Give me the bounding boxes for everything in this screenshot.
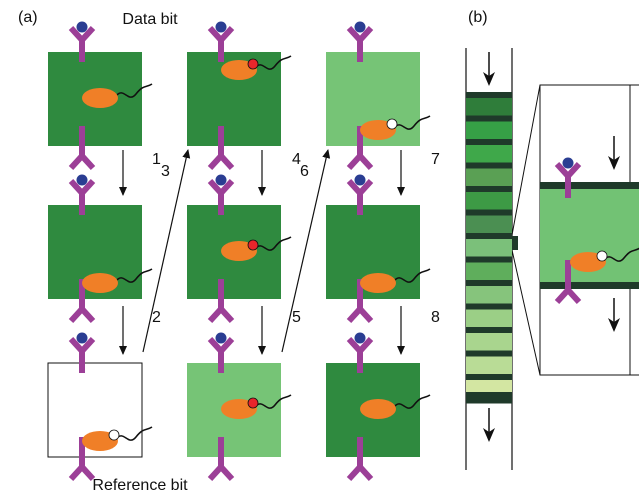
tail <box>603 247 639 262</box>
bottom-label: Reference bit <box>92 477 188 494</box>
step-label: 8 <box>431 309 440 326</box>
label-dot <box>247 58 259 70</box>
stripe <box>466 145 512 163</box>
step-label: 3 <box>161 163 170 180</box>
probe <box>82 273 118 293</box>
label-dot <box>386 118 398 130</box>
label-dot <box>247 239 259 251</box>
step-label: 4 <box>292 151 301 168</box>
receptor <box>68 304 96 324</box>
cell <box>47 362 143 458</box>
panel-b <box>465 48 639 470</box>
tail <box>115 426 153 441</box>
stripe-sep <box>466 280 512 286</box>
stripe-sep <box>466 186 512 192</box>
ligand <box>215 174 227 186</box>
stripe <box>466 356 512 374</box>
step-label: 6 <box>300 163 309 180</box>
stripe-sep <box>466 115 512 122</box>
probe <box>82 88 118 108</box>
ligand <box>76 174 88 186</box>
step-label: 5 <box>292 309 301 326</box>
ligand <box>562 157 574 169</box>
stripe-sep <box>466 233 512 239</box>
stripe <box>466 98 512 116</box>
tail <box>254 236 292 251</box>
ligand <box>215 21 227 33</box>
stripe-sep <box>466 350 512 357</box>
probe <box>360 399 396 419</box>
stripe-sep <box>466 303 512 310</box>
receptor <box>207 304 235 324</box>
ligand <box>215 332 227 344</box>
ligand <box>354 332 366 344</box>
stripe <box>466 239 512 257</box>
stripe <box>466 286 512 304</box>
step-label: 2 <box>152 309 161 326</box>
arrows <box>119 149 405 355</box>
top-label: Data bit <box>122 11 178 28</box>
stripe <box>466 215 512 233</box>
receptor <box>554 285 582 305</box>
stripe <box>466 309 512 327</box>
step-label: 7 <box>431 151 440 168</box>
stripe <box>466 333 512 351</box>
ligand <box>76 21 88 33</box>
panel-a <box>47 21 431 482</box>
stripe-sep <box>466 92 512 98</box>
receptor <box>68 151 96 171</box>
stripe-sep <box>466 327 512 333</box>
tail <box>393 268 431 283</box>
ligand <box>76 332 88 344</box>
receptor <box>346 151 374 171</box>
receptor <box>68 462 96 482</box>
tail <box>115 83 153 98</box>
receptor <box>346 462 374 482</box>
receptor <box>207 462 235 482</box>
label-dot <box>596 250 608 262</box>
stripe-sep <box>466 392 512 398</box>
stripe-sep <box>466 397 512 404</box>
panel-label: (b) <box>468 9 488 26</box>
tail <box>254 394 292 409</box>
stripe <box>466 262 512 280</box>
tail <box>393 115 431 130</box>
probe <box>360 273 396 293</box>
stripe-sep <box>466 209 512 216</box>
stripe <box>466 192 512 210</box>
label-dot <box>247 397 259 409</box>
stripe-sep <box>466 162 512 169</box>
ligand <box>354 174 366 186</box>
stripe-sep <box>466 256 512 263</box>
receptor <box>346 304 374 324</box>
label-dot <box>108 429 120 441</box>
step-label: 1 <box>152 151 161 168</box>
stripe-sep <box>466 374 512 380</box>
tail <box>115 268 153 283</box>
panel-label: (a) <box>18 9 38 26</box>
stripe-sep <box>466 139 512 145</box>
ligand <box>354 21 366 33</box>
tail <box>393 394 431 409</box>
tail <box>254 55 292 70</box>
receptor <box>207 151 235 171</box>
stripe <box>466 121 512 139</box>
stripe <box>466 168 512 186</box>
